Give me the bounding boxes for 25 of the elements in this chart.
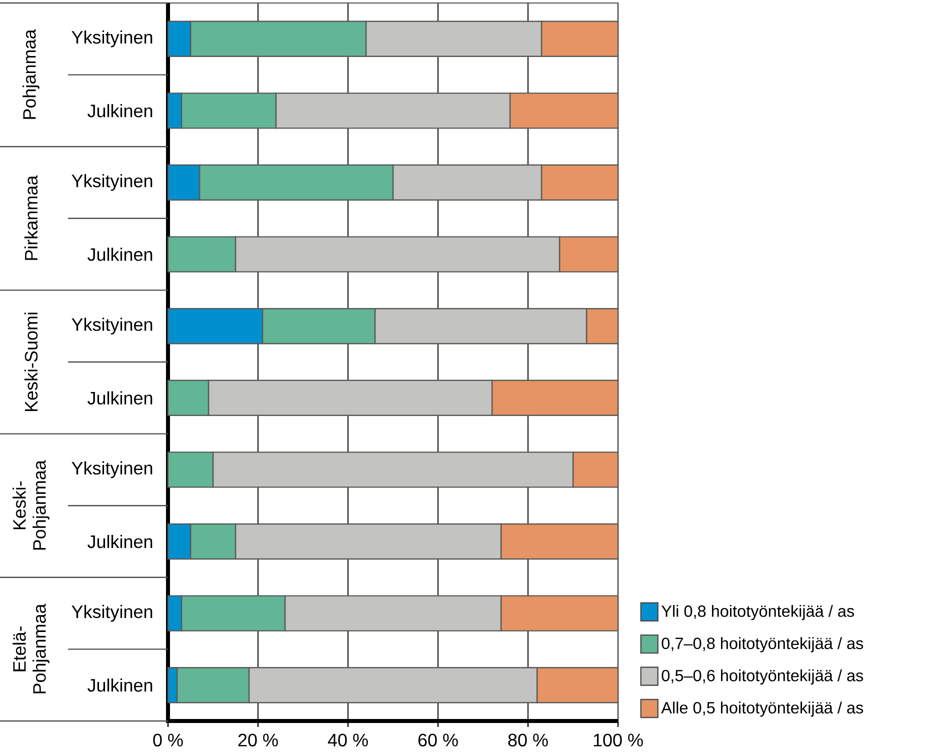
- y-tick-label: Yksityinen: [72, 461, 152, 478]
- y-tick-label: Julkinen: [88, 104, 152, 118]
- x-tick-label: 80 %: [508, 734, 548, 746]
- text: Pirkanmaa: [24, 175, 38, 260]
- x-tick-label: 60 %: [418, 734, 458, 746]
- y-tick-label: Julkinen: [88, 678, 152, 692]
- legend-label: Yli 0,8 hoitotyöntekijää / as: [661, 604, 854, 620]
- y-tick-label: Julkinen: [88, 391, 152, 405]
- y-tick-label: Yksityinen: [72, 30, 152, 48]
- text: Etelä-Pohjanmaa: [12, 604, 50, 694]
- y-tick-label: Yksityinen: [72, 604, 152, 622]
- legend-label: Alle 0,5 hoitotyöntekijää / as: [661, 702, 864, 717]
- x-tick-label: 0 %: [153, 734, 183, 746]
- y-tick-label: Julkinen: [88, 248, 152, 261]
- text: Keski-Suomi: [24, 312, 38, 412]
- legend-label: 0,5–0,6 hoitotyöntekijää / as: [662, 669, 864, 685]
- y-tick-label: Julkinen: [88, 534, 152, 548]
- legend-label: 0,7–0,8 hoitotyöntekijää / as: [662, 637, 864, 652]
- y-tick-label: Yksityinen: [72, 174, 152, 191]
- x-tick-label: 40 %: [328, 734, 368, 746]
- x-tick-label: 100 %: [594, 734, 643, 746]
- text: Pohjanmaa: [22, 29, 40, 119]
- y-tick-label: Yksityinen: [72, 318, 152, 334]
- text: Keski-Pohjanmaa: [12, 460, 50, 550]
- x-tick-label: 20 %: [238, 734, 278, 746]
